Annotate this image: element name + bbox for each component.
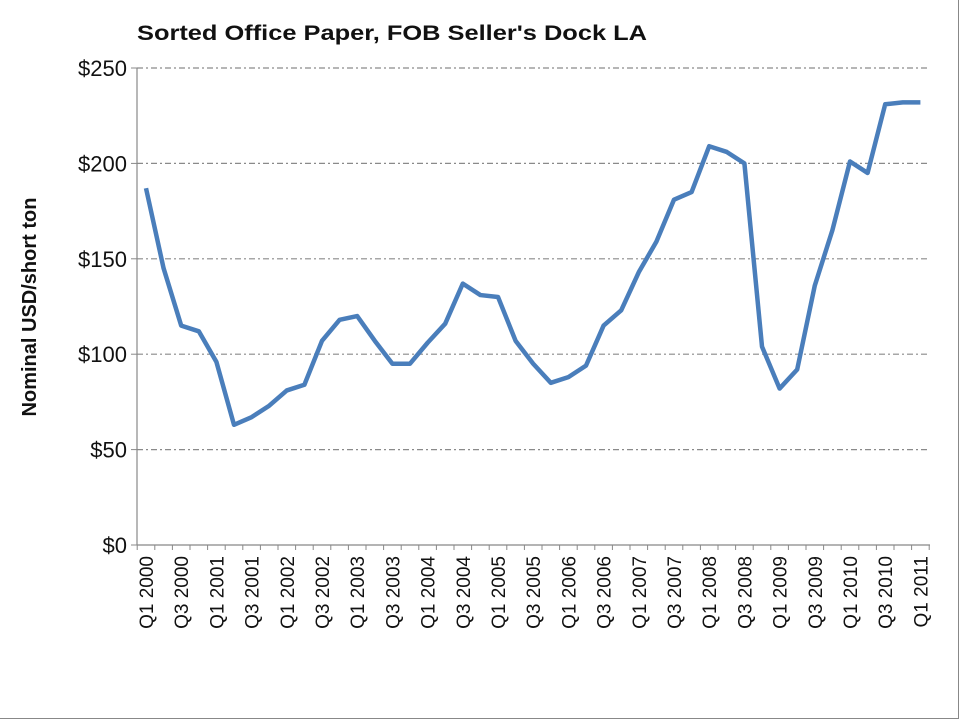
y-tick-label: $50 [90,438,127,463]
x-tick-label: Q1 2006 [559,556,580,629]
x-tick-label: Q1 2003 [348,556,369,629]
x-tick-label: Q1 2008 [700,556,721,629]
y-tick-label: $150 [78,247,127,272]
x-tick-label: Q3 2007 [665,556,686,629]
x-tick-label: Q3 2005 [524,556,545,629]
x-tick-label: Q1 2004 [419,556,440,629]
x-tick-label: Q1 2007 [630,556,651,629]
x-tick-label: Q3 2006 [595,556,616,629]
chart-title: Sorted Office Paper, FOB Seller's Dock L… [137,22,647,45]
x-tick-label: Q3 2008 [735,556,756,629]
x-tick-label: Q1 2009 [771,556,792,629]
x-tick-label: Q3 2001 [243,556,264,629]
y-tick-label: $200 [78,151,127,176]
x-tick-label: Q3 2004 [454,556,475,629]
y-tick-label: $100 [78,342,127,367]
x-tick-label: Q1 2005 [489,556,510,629]
x-tick-label: Q3 2009 [806,556,827,629]
x-tick-label: Q1 2000 [137,556,158,629]
x-tick-label: Q3 2010 [876,556,897,629]
x-tick-label: Q3 2003 [383,556,404,629]
y-tick-label: $0 [103,533,127,558]
x-tick-label: Q1 2011 [911,556,932,627]
series-line [143,100,921,428]
y-axis-label: Nominal USD/short ton [19,198,41,417]
x-tick-label: Q1 2001 [207,556,228,629]
x-tick-label: Q1 2002 [278,556,299,629]
x-tick-label: Q3 2002 [313,556,334,629]
x-tick-label: Q3 2000 [172,556,193,629]
x-tick-label: Q1 2010 [841,556,862,629]
y-tick-label: $250 [78,56,127,81]
